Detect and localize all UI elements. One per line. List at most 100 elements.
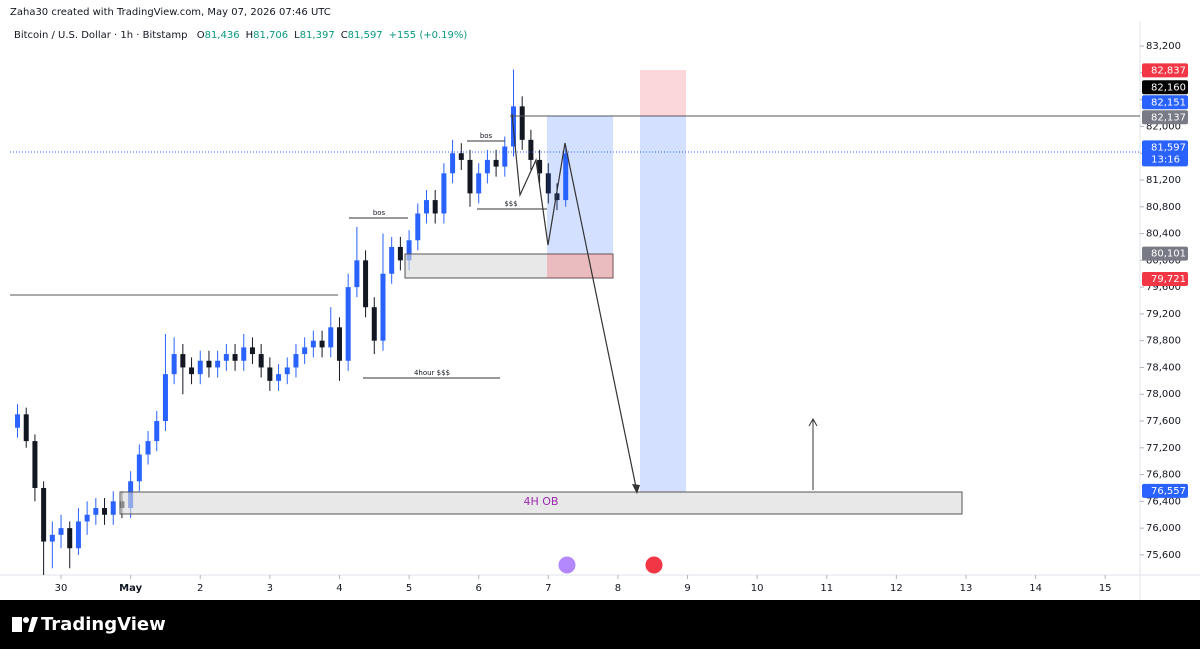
candle-body: [136, 454, 142, 482]
candle-body: [23, 414, 29, 442]
candle-body: [328, 327, 334, 348]
candle-body: [493, 159, 499, 167]
candle-body: [458, 153, 464, 160]
x-tick-label: 6: [476, 583, 482, 594]
candle-body: [58, 528, 64, 535]
candle-body: [484, 159, 490, 174]
price-badge: [1142, 483, 1188, 498]
x-tick-label: 11: [820, 583, 833, 594]
projection-path: [511, 113, 638, 493]
candle-body: [293, 354, 299, 368]
annotation: 4H OB: [524, 495, 559, 508]
target-zone: [547, 116, 613, 254]
x-tick-label: 3: [267, 583, 273, 594]
ohlc-value: 81,597: [348, 30, 383, 41]
x-tick-label: 8: [615, 583, 621, 594]
x-tick-label: 10: [751, 583, 764, 594]
annotation: $$$: [504, 200, 517, 208]
candle-body: [441, 173, 447, 214]
candle-body: [223, 354, 229, 361]
y-tick-label: 76,000: [1146, 523, 1181, 534]
symbol-legend: Bitcoin / U.S. Dollar · 1h · Bitstamp O 8…: [14, 30, 467, 41]
candle-body: [84, 514, 90, 522]
candle-body: [249, 347, 255, 355]
candle-body: [102, 508, 108, 515]
price-badge-label: 76,557: [1151, 486, 1186, 497]
x-tick-label: 7: [545, 583, 551, 594]
arrow-head: [808, 417, 818, 427]
candle-body: [206, 360, 212, 368]
arrow-head: [632, 484, 640, 494]
stop-zone: [640, 70, 686, 116]
price-badge-label: 82,837: [1151, 65, 1186, 76]
drawings: bos bos $$$ 4hour $$$ 4H OB: [10, 70, 1140, 575]
candle-body: [197, 360, 203, 375]
candle-body: [180, 354, 186, 368]
y-tick-label: 76,400: [1146, 496, 1181, 507]
price-badge-timer: 13:16: [1151, 154, 1180, 165]
candle-body: [450, 153, 456, 174]
candle-body: [93, 508, 99, 515]
price-badge: [1142, 272, 1188, 287]
symbol: Bitcoin / U.S. Dollar · 1h · Bitstamp: [14, 30, 188, 41]
y-tick-label: 82,000: [1146, 121, 1181, 132]
ohlc-key: O: [197, 30, 205, 41]
y-tick-label: 78,000: [1146, 389, 1181, 400]
price-badge: [1142, 110, 1188, 125]
candle-body: [467, 159, 473, 194]
x-tick-label: 5: [406, 583, 412, 594]
price-badge-label: 81,597: [1151, 142, 1186, 153]
candle-body: [32, 441, 38, 488]
candle-body: [354, 260, 360, 288]
x-tick-label: 30: [55, 583, 68, 594]
ohlc-value: 81,397: [300, 30, 335, 41]
price-badge-label: 82,160: [1151, 82, 1186, 93]
x-tick-label: 14: [1029, 583, 1042, 594]
candle-body: [423, 200, 429, 214]
y-tick-label: 81,200: [1146, 175, 1181, 186]
price-badge-label: 79,721: [1151, 274, 1186, 285]
candle-body: [67, 528, 73, 549]
price-badge: [1142, 80, 1188, 95]
annotation: 4hour $$$: [414, 369, 450, 377]
y-tick-label: 77,200: [1146, 443, 1181, 454]
candle-body: [519, 106, 525, 140]
order-block: [404, 253, 614, 279]
y-tick-label: 77,600: [1146, 416, 1181, 427]
stop-zone: [547, 254, 613, 278]
x-tick-label: 12: [890, 583, 903, 594]
candle-body: [363, 260, 369, 308]
candle-body: [110, 501, 116, 515]
candle-body: [267, 367, 273, 381]
target-zone: [640, 116, 686, 492]
candle-body: [389, 246, 395, 274]
event-icon[interactable]: [644, 555, 664, 575]
candle-body: [41, 487, 47, 542]
x-tick-label: 4: [336, 583, 342, 594]
candle-body: [397, 246, 403, 261]
logo-mark: [23, 617, 29, 623]
candle-body: [502, 146, 508, 167]
change: +155 (+0.19%): [389, 30, 468, 41]
candle-body: [75, 521, 81, 549]
candle-body: [545, 173, 551, 194]
candle-body: [319, 340, 325, 348]
y-tick-label: 76,800: [1146, 470, 1181, 481]
price-badge-label: 82,151: [1151, 97, 1186, 108]
y-tick-label: 79,200: [1146, 309, 1181, 320]
ohlc-key: C: [341, 30, 348, 41]
candle-body: [232, 354, 238, 361]
candle-body: [563, 153, 569, 201]
price-badge: [1142, 140, 1188, 167]
candle-body: [310, 340, 316, 348]
candle-body: [345, 287, 351, 361]
candle-body: [284, 367, 290, 375]
annotation: bos: [480, 132, 493, 140]
candle-body: [380, 273, 386, 341]
candle-body: [241, 347, 247, 361]
event-icon[interactable]: [557, 555, 577, 575]
candle-body: [406, 240, 412, 261]
price-badge: [1142, 95, 1188, 110]
